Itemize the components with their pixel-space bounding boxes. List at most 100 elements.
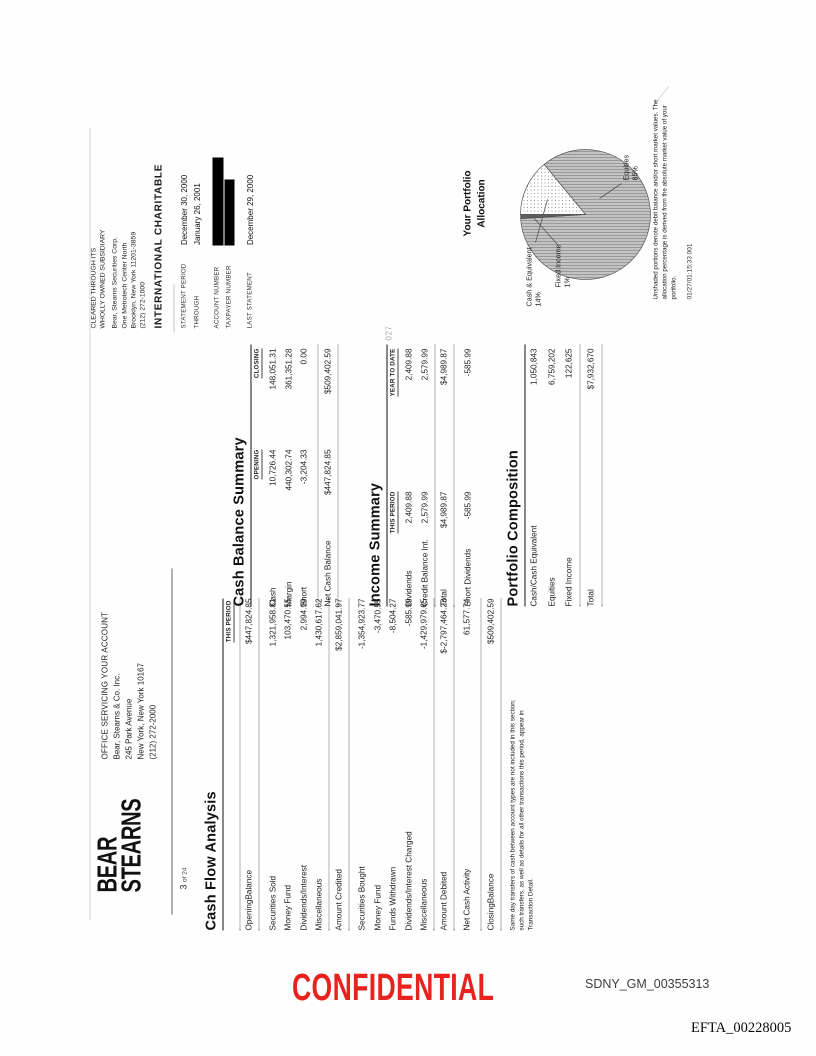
dotted-rule: [480, 598, 482, 931]
row-label: Amount Debited: [439, 871, 448, 931]
row-label: Securities Sold: [268, 875, 277, 931]
table-row: Funds Withdrawn -8,504.27: [386, 599, 402, 931]
row-label: OpeningBalance: [244, 869, 254, 931]
pie-label-pct: 1%: [562, 277, 572, 288]
taxpayer-number-label: TAXPAYER NUMBER: [225, 265, 233, 329]
allocation-title: Your Portfolio Allocation: [462, 161, 489, 247]
clearing-line: One Metrotech Center North: [121, 242, 129, 329]
row-value: $4,989.87: [439, 491, 449, 528]
logo-line2: STEARNS: [115, 798, 147, 893]
row-label: Miscellaneous: [314, 878, 324, 931]
row-spacer: [475, 599, 479, 931]
row-value: $7,932,670: [586, 348, 595, 390]
table-row: Equities 6,759,202: [543, 345, 561, 607]
row-value: 2,579.99: [420, 491, 429, 524]
row-label: Fixed Income: [564, 557, 574, 607]
section-title: Portfolio Composition: [505, 344, 526, 607]
office-line: 245 Park Avenue: [124, 698, 134, 760]
cash-flow-rows: OpeningBalance $447,824.85 Securities Sold…: [239, 598, 501, 931]
row-value: 0.00: [299, 348, 309, 365]
leader-line-fixed: [532, 216, 558, 245]
table-row: Total $7,932,670: [582, 345, 600, 607]
clearing-line: Brooklyn, New York 11201-3859: [130, 231, 138, 329]
clearing-line: WHOLLY OWNED SUBSIDIARY: [99, 229, 107, 329]
meta-row: LAST STATEMENT December 29, 2000: [244, 157, 257, 329]
table-row: Total $4,989.87 $4,989.87: [437, 345, 453, 607]
dotted-rule: [239, 598, 240, 931]
header-rule-right: [173, 284, 175, 333]
row-label: Total: [439, 589, 449, 607]
row-label: Net Cash Balance: [323, 540, 332, 607]
confidential-stamp: CONFIDENTIAL: [292, 967, 495, 1009]
pie-label-pct: 85%: [630, 166, 640, 181]
rotated-statement: BEAR STEARNS 3 of 24 OFFICE SERVICING YO…: [86, 85, 701, 945]
meta-row: THROUGH January 26, 2001: [191, 157, 204, 328]
this-period-header: THIS PERIOD: [389, 491, 399, 534]
dotted-rule: [328, 598, 330, 931]
row-value: $447,824.85: [323, 449, 332, 496]
pie-label-text: Equities: [621, 154, 631, 181]
row-value: 122,625: [564, 348, 574, 379]
portfolio-composition-rows: Cash/Cash Equivalent 1,050,843 Equities 6,7…: [526, 344, 602, 607]
row-value: -3,204.33: [299, 449, 309, 485]
row-value: 2,409.88: [404, 348, 414, 381]
table-row: Short -3,204.33 0.00: [297, 345, 313, 607]
row-label: Cash: [268, 587, 278, 607]
row-label: ClosingBalance: [486, 873, 495, 931]
office-servicing-block: OFFICE SERVICING YOUR ACCOUNT Bear, Stea…: [100, 612, 160, 760]
leader-line-equities: [599, 183, 622, 199]
leader-line-cash: [535, 199, 548, 243]
dotted-rule: [601, 344, 602, 607]
row-label: Money Fund: [373, 884, 382, 931]
section-footnote: Same day transfers of cash between accou…: [509, 699, 535, 931]
table-row: Fixed Income 122,625: [561, 345, 579, 607]
clearing-line: CLEARED THROUGH ITS: [90, 247, 98, 329]
clearing-line: Bear, Stearns Securities Corp.: [111, 237, 119, 329]
dotted-rule: [348, 598, 349, 931]
row-value: -585.99: [463, 348, 472, 377]
table-row: Dividends/Interest Charged -585.99: [401, 599, 417, 931]
table-row: Margin 440,302.74 361,351.28: [281, 345, 297, 607]
table-row: Amount Credited $2,859,041.97: [331, 599, 347, 931]
row-value: 361,351.28: [284, 348, 293, 390]
through-label: THROUGH: [193, 295, 201, 329]
bear-stearns-logo: BEAR STEARNS: [92, 798, 147, 893]
row-value: $509,402.59: [486, 598, 495, 645]
table-row: Net Cash Activity 61,577.74: [460, 599, 476, 931]
row-value: 2,409.88: [404, 491, 414, 524]
table-row: Money Fund -3,470.55: [370, 599, 386, 931]
sheet-number-of: of 24: [181, 867, 189, 882]
office-line: Bear, Stearns & Co. Inc.: [112, 673, 122, 760]
account-name: INTERNATIONAL CHARITABLE: [153, 163, 165, 329]
dotted-rule: [500, 598, 501, 931]
pie-slice-fixed-income: [520, 214, 586, 219]
table-row: ClosingBalance $509,402.59: [483, 599, 499, 931]
meta-row: ACCOUNT NUMBER: [212, 157, 224, 329]
row-label: Credit Balance Int.: [420, 539, 429, 607]
row-spacer: [312, 345, 316, 607]
section-title: Income Summary: [367, 344, 388, 607]
row-label: Dividends/Interest: [299, 864, 308, 931]
table-row: Money Fund 103,470.55: [281, 599, 297, 931]
last-statement-value: December 29, 2000: [245, 174, 255, 246]
row-label: Funds Withdrawn: [388, 866, 398, 931]
column-headers: THIS PERIOD YEAR TO DATE: [389, 345, 402, 607]
clearing-block: CLEARED THROUGH ITS WHOLLY OWNED SUBSIDI…: [90, 230, 148, 329]
row-label: Short Dividends: [463, 548, 472, 607]
statement-period-value: December 30, 2000: [179, 174, 189, 246]
pie-slice-cash-equivalent: [520, 163, 587, 215]
row-value: $509,402.59: [323, 348, 332, 395]
last-statement-label: LAST STATEMENT: [246, 272, 254, 329]
dotted-rule: [453, 598, 454, 931]
table-row: Cash/Cash Equivalent 1,050,843: [526, 345, 544, 607]
pie-label-equities: Equities 85%: [622, 155, 641, 181]
opening-header: OPENING: [253, 449, 263, 480]
table-row: Net Cash Balance $447,824.85 $509,402.59: [320, 345, 336, 607]
table-row: Securities Bought -1,354,923.77: [355, 599, 371, 931]
allocation-title-line2: Allocation: [476, 179, 487, 228]
dotted-rule: [453, 344, 455, 607]
table-row: Dividends 2,409.88 2,409.88: [402, 345, 418, 607]
row-label: Dividends: [404, 570, 414, 607]
office-line: (212) 272-2000: [148, 704, 158, 760]
row-value: 1,050,843: [529, 348, 539, 385]
